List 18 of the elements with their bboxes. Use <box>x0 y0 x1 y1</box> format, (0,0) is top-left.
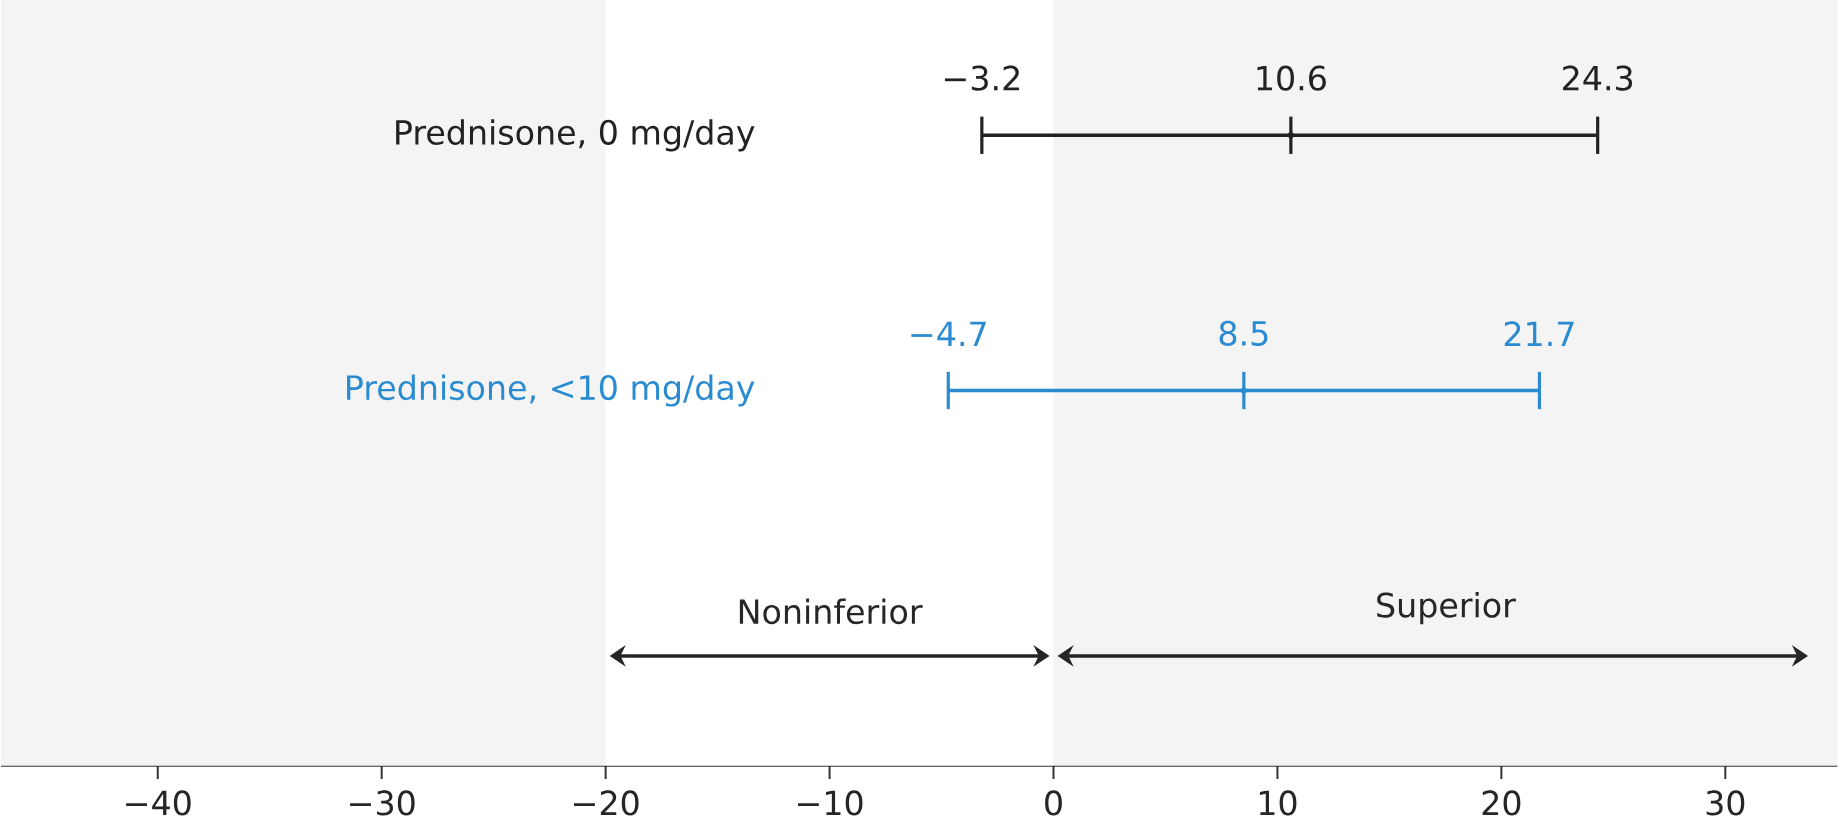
x-tick-label: −30 <box>350 790 415 816</box>
band-label: Noninferior <box>739 598 923 625</box>
band-label: Superior <box>1377 592 1516 625</box>
annotation: −4.7 <box>911 321 986 347</box>
data-label: 8.5 <box>1219 320 1268 347</box>
x-tick-label: −10 <box>797 790 863 816</box>
annotation: 21.7 <box>1504 321 1574 347</box>
annotation: 24.3 <box>1563 65 1633 91</box>
x-tick-label: −40 <box>126 790 191 816</box>
data-label: 10.6 <box>1257 65 1326 91</box>
y-tick-label: Prednisone, 0 mg/day <box>396 119 755 152</box>
annotation: −3.2 <box>944 65 1019 91</box>
x-tick-label: 10 <box>1259 790 1297 816</box>
x-tick-label: 30 <box>1706 790 1745 816</box>
y-tick-label: Prednisone, <10 mg/day <box>347 374 755 407</box>
x-tick-label: 0 <box>1045 790 1062 816</box>
x-tick-label: −20 <box>574 790 639 816</box>
x-tick-label: 20 <box>1482 790 1521 816</box>
